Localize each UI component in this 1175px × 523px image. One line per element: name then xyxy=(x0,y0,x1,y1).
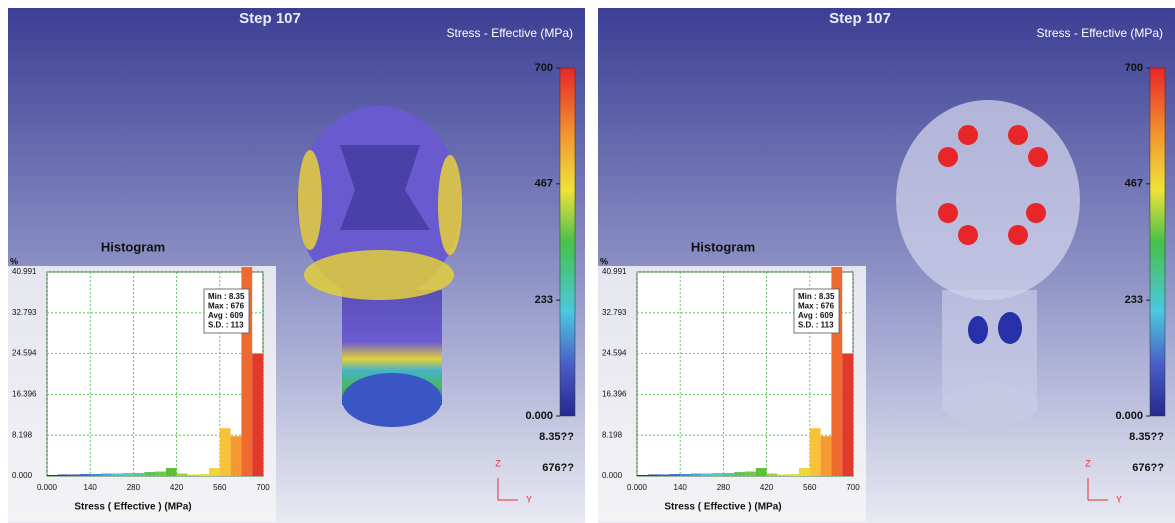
histogram-title: Histogram xyxy=(691,239,755,254)
histogram-bar xyxy=(133,473,144,476)
y-tick-label: 16.396 xyxy=(602,390,627,399)
colorbar-label: 467 xyxy=(1125,178,1143,190)
max-label: 676?? xyxy=(1132,462,1164,474)
histogram-bar xyxy=(123,473,134,476)
histogram-bar xyxy=(723,473,734,476)
histogram-bar xyxy=(648,475,659,476)
stats-line: Min : 8.35 xyxy=(208,292,245,301)
colorbar-label: 233 xyxy=(1125,294,1143,306)
x-tick-label: 420 xyxy=(760,483,774,492)
colorbar-label: 0.000 xyxy=(1115,410,1143,422)
x-tick-label: 700 xyxy=(846,483,860,492)
colorbar xyxy=(1150,68,1165,416)
histogram-bar xyxy=(745,472,756,476)
y-tick-label: 0.000 xyxy=(12,471,33,480)
x-tick-label: 280 xyxy=(717,483,731,492)
histogram-bar xyxy=(112,474,123,476)
histogram-bar xyxy=(155,472,166,476)
histogram-bar xyxy=(69,475,80,476)
histogram-bar xyxy=(144,472,155,476)
histogram-bar xyxy=(821,436,832,476)
y-tick-label: 40.991 xyxy=(12,267,37,276)
y-tick-label: 8.198 xyxy=(602,430,623,439)
colorbar-label: 700 xyxy=(535,62,553,74)
colorbar-label: 0.000 xyxy=(525,410,553,422)
x-tick-label: 0.000 xyxy=(627,483,648,492)
step-title: Step 107 xyxy=(829,10,891,27)
legend-title: Stress - Effective (MPa) xyxy=(1037,26,1163,40)
axis-label: Z xyxy=(495,458,501,468)
histogram-bar xyxy=(252,354,263,476)
x-tick-label: 560 xyxy=(213,483,227,492)
stats-line: Min : 8.35 xyxy=(798,292,835,301)
stats-line: S.D. : 113 xyxy=(208,321,244,330)
histogram-bar xyxy=(767,474,778,476)
histogram-bar xyxy=(756,468,767,476)
axis-label: Y xyxy=(1116,494,1122,504)
histogram-bar xyxy=(659,475,670,476)
histogram-bar xyxy=(734,472,745,476)
x-tick-label: 560 xyxy=(803,483,817,492)
min-label: 8.35?? xyxy=(1129,431,1164,443)
y-axis-label: % xyxy=(600,256,608,266)
stats-line: S.D. : 113 xyxy=(798,321,834,330)
stats-line: Avg : 609 xyxy=(798,311,834,320)
stats-line: Avg : 609 xyxy=(208,311,244,320)
y-tick-label: 0.000 xyxy=(602,471,623,480)
x-tick-label: 280 xyxy=(127,483,141,492)
x-tick-label: 700 xyxy=(256,483,270,492)
histogram-bar xyxy=(799,468,810,476)
colorbar-label: 467 xyxy=(535,178,553,190)
min-label: 8.35?? xyxy=(539,431,574,443)
histogram-bar xyxy=(187,475,198,476)
histogram-bar xyxy=(166,468,177,476)
histogram-bar xyxy=(777,475,788,476)
histogram-bar xyxy=(47,475,58,476)
histogram-bar xyxy=(177,474,188,476)
histogram-title: Histogram xyxy=(101,239,165,254)
histogram-bar xyxy=(637,475,648,476)
histogram-bar xyxy=(669,474,680,476)
y-tick-label: 32.793 xyxy=(12,308,37,317)
colorbar-label: 700 xyxy=(1125,62,1143,74)
y-tick-label: 24.594 xyxy=(602,349,627,358)
histogram-bar xyxy=(231,436,242,476)
histogram-bar xyxy=(810,428,821,476)
histogram-bar xyxy=(79,474,90,476)
histogram-bar xyxy=(101,474,112,476)
histogram-bar xyxy=(702,474,713,476)
y-tick-label: 40.991 xyxy=(602,267,627,276)
y-tick-label: 32.793 xyxy=(602,308,627,317)
histogram-bar xyxy=(90,474,101,476)
y-tick-label: 24.594 xyxy=(12,349,37,358)
x-tick-label: 140 xyxy=(84,483,98,492)
histogram-bar xyxy=(198,474,209,476)
x-tick-label: 0.000 xyxy=(37,483,58,492)
colorbar-label: 233 xyxy=(535,294,553,306)
y-axis-label: % xyxy=(10,256,18,266)
histogram-bar xyxy=(691,474,702,476)
histogram-bar xyxy=(788,474,799,476)
legend-title: Stress - Effective (MPa) xyxy=(447,26,573,40)
y-tick-label: 8.198 xyxy=(12,430,33,439)
colorbar xyxy=(560,68,575,416)
x-axis-label: Stress ( Effective ) (MPa) xyxy=(74,502,191,513)
step-title: Step 107 xyxy=(239,10,301,27)
axis-label: Z xyxy=(1085,458,1091,468)
histogram-bar xyxy=(680,474,691,476)
x-tick-label: 420 xyxy=(170,483,184,492)
screenshot: Step 107 Stress - Effective (MPa) 700 467 23… xyxy=(0,0,1175,523)
axis-label: Y xyxy=(526,494,532,504)
histogram-bar xyxy=(713,473,724,476)
stats-line: Max : 676 xyxy=(798,302,835,311)
stats-line: Max : 676 xyxy=(208,302,245,311)
x-tick-label: 140 xyxy=(674,483,688,492)
histogram-bar xyxy=(209,468,220,476)
x-axis-label: Stress ( Effective ) (MPa) xyxy=(664,502,781,513)
max-label: 676?? xyxy=(542,462,574,474)
histogram-bar xyxy=(58,475,69,476)
histogram-bar xyxy=(220,428,231,476)
histogram-bar xyxy=(842,354,853,476)
y-tick-label: 16.396 xyxy=(12,390,37,399)
